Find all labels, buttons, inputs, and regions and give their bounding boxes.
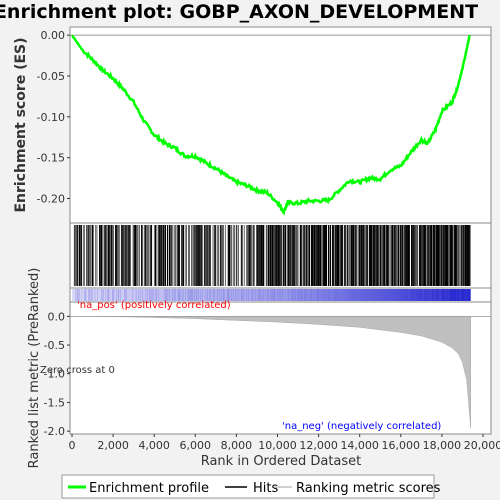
legend-ranking-label: Ranking metric scores — [296, 481, 441, 496]
es-ytick-label: 0.00 — [41, 29, 66, 42]
neg-annotation: 'na_neg' (negatively correlated) — [282, 421, 441, 432]
xtick-label: 0 — [69, 439, 76, 452]
xtick-label: 6,000 — [180, 439, 212, 452]
metric-area — [71, 316, 471, 429]
gradient-band — [72, 289, 471, 301]
xtick-label: 16,000 — [382, 439, 421, 452]
metric-ytick-label: -1.5 — [44, 396, 65, 409]
xtick-label: 20,000 — [464, 439, 500, 452]
metric-ytick-label: -0.5 — [44, 339, 65, 352]
es-panel — [69, 26, 492, 224]
xtick-label: 14,000 — [340, 439, 379, 452]
metric-ytick-label: 0.0 — [48, 310, 66, 323]
zero-cross-annotation: Zero cross at 0 — [40, 365, 115, 376]
xtick-label: 8,000 — [221, 439, 253, 452]
axes-layer: 0.00 -0.05 -0.10 -0.15 -0.20 0.0 -0.5 -1.0 -1.5 -… — [37, 29, 500, 452]
legend-hits-label: Hits — [253, 481, 278, 496]
xtick-label: 10,000 — [258, 439, 297, 452]
xtick-label: 18,000 — [423, 439, 462, 452]
metric-layer — [70, 315, 491, 429]
band-fill — [72, 289, 471, 301]
metric-ylabel: Ranked list metric (PreRanked) — [27, 268, 42, 469]
metric-ytick-label: -2.0 — [44, 425, 65, 438]
xtick-label: 2,000 — [97, 439, 129, 452]
es-profile-line — [71, 34, 471, 216]
legend-box — [61, 474, 435, 499]
legend-es-label: Enrichment profile — [89, 481, 209, 496]
xtick-label: 12,000 — [299, 439, 338, 452]
es-ytick-label: -0.10 — [37, 111, 65, 124]
pos-annotation: 'na_pos' (positively correlated) — [77, 300, 231, 311]
es-ytick-label: -0.20 — [37, 193, 65, 206]
chart-title: Enrichment plot: GOBP_AXON_DEVELOPMENT — [0, 1, 478, 23]
es-ylabel: Enrichment score (ES) — [13, 37, 29, 212]
xlabel: Rank in Ordered Dataset — [201, 454, 362, 469]
legend: Enrichment profile Hits Ranking metric s… — [61, 474, 441, 499]
metric-ytick-label: -1.0 — [44, 368, 65, 381]
es-ytick-label: -0.15 — [37, 152, 65, 165]
xtick-label: 4,000 — [138, 439, 170, 452]
es-layer — [70, 34, 491, 216]
hits-layer — [73, 225, 471, 286]
es-ytick-label: -0.05 — [37, 70, 65, 83]
